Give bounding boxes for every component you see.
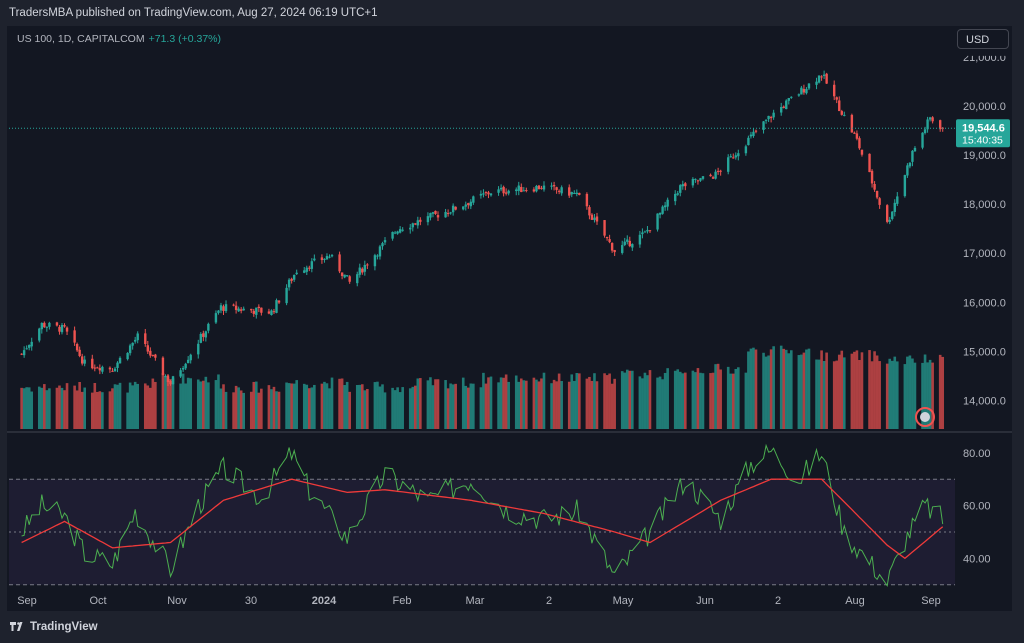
tradingview-logo-icon: [10, 622, 23, 631]
brand-label: TradingView: [30, 621, 98, 633]
symbol-label: US 100, 1D, CAPITALCOM: [17, 33, 145, 45]
top-bar: [0, 0, 1024, 26]
published-caption: TradersMBA published on TradingView.com,…: [9, 7, 378, 19]
currency-button[interactable]: USD: [957, 29, 1009, 49]
bottom-bar: [0, 611, 1024, 643]
symbol-legend[interactable]: US 100, 1D, CAPITALCOM +71.3 (+0.37%): [17, 33, 221, 45]
tradingview-logo[interactable]: TradingView: [10, 621, 98, 633]
chart-panel[interactable]: [7, 26, 1012, 611]
price-change: +71.3 (+0.37%): [148, 33, 221, 45]
